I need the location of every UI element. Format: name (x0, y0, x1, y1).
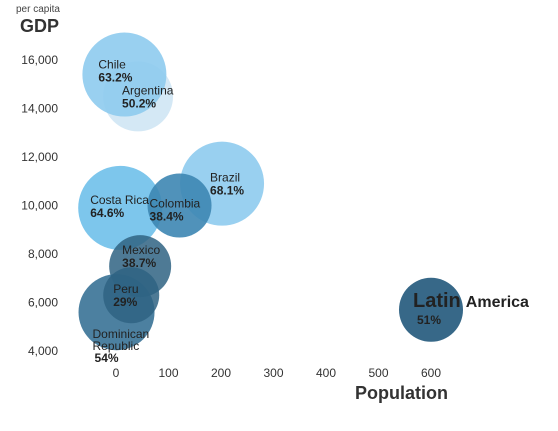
bubble-pct-latin-america: 51% (417, 313, 441, 327)
bubble-pct-mexico: 38.7% (122, 256, 156, 270)
bubble-pct-costa-rica: 64.6% (90, 206, 124, 220)
x-axis-ticks: 0 100 200 300 400 500 600 (113, 366, 442, 380)
bubble-label-brazil: Brazil (210, 171, 240, 185)
y-axis-subtitle: per capita (16, 4, 60, 15)
y-axis-ticks: 4,000 6,000 8,000 10,000 12,000 14,000 16,000 (21, 53, 58, 358)
bubble-label-mexico: Mexico (122, 243, 160, 257)
bubble-pct-brazil: 68.1% (210, 184, 244, 198)
x-tick-label: 200 (211, 366, 231, 380)
bubble-pct-colombia: 38.4% (150, 210, 184, 224)
bubble-label-colombia: Colombia (150, 197, 201, 211)
bubble-peru (103, 267, 160, 324)
bubble-pct-chile: 63.2% (98, 71, 132, 85)
bubble-pct-argentina: 50.2% (122, 96, 156, 110)
x-tick-label: 400 (316, 366, 336, 380)
bubble-label-costa-rica: Costa Rica (90, 193, 149, 207)
y-tick-label: 4,000 (28, 344, 58, 358)
bubble-chile (82, 32, 167, 117)
bubble-costa-rica (78, 165, 163, 250)
bubble-label-argentina: Argentina (122, 83, 174, 97)
bubble-label-chile: Chile (98, 58, 126, 72)
x-tick-label: 100 (158, 366, 178, 380)
bubble-label-dominican-republic: Dominican (93, 327, 150, 341)
x-tick-label: 0 (113, 366, 120, 380)
bubble-pct-peru: 29% (113, 295, 137, 309)
y-tick-label: 8,000 (28, 247, 58, 261)
bubble-pct-dominican-republic: 54% (95, 351, 119, 365)
x-tick-label: 500 (368, 366, 388, 380)
x-axis-title: Population (355, 383, 448, 403)
x-tick-label: 300 (263, 366, 283, 380)
y-axis-title: GDP (20, 16, 59, 36)
y-tick-label: 12,000 (21, 150, 58, 164)
y-tick-label: 10,000 (21, 199, 58, 213)
y-tick-label: 6,000 (28, 296, 58, 310)
bubble-label-latin-america: Latin America (413, 290, 529, 312)
bubble-colombia (147, 173, 212, 238)
bubbles (78, 32, 463, 351)
y-tick-label: 14,000 (21, 102, 58, 116)
bubble-latin-america (399, 277, 463, 342)
bubble-label-peru: Peru (113, 282, 138, 296)
y-tick-label: 16,000 (21, 53, 58, 67)
bubble-label-dominican-republic-line2: Republic (93, 339, 140, 353)
x-tick-label: 600 (421, 366, 441, 380)
